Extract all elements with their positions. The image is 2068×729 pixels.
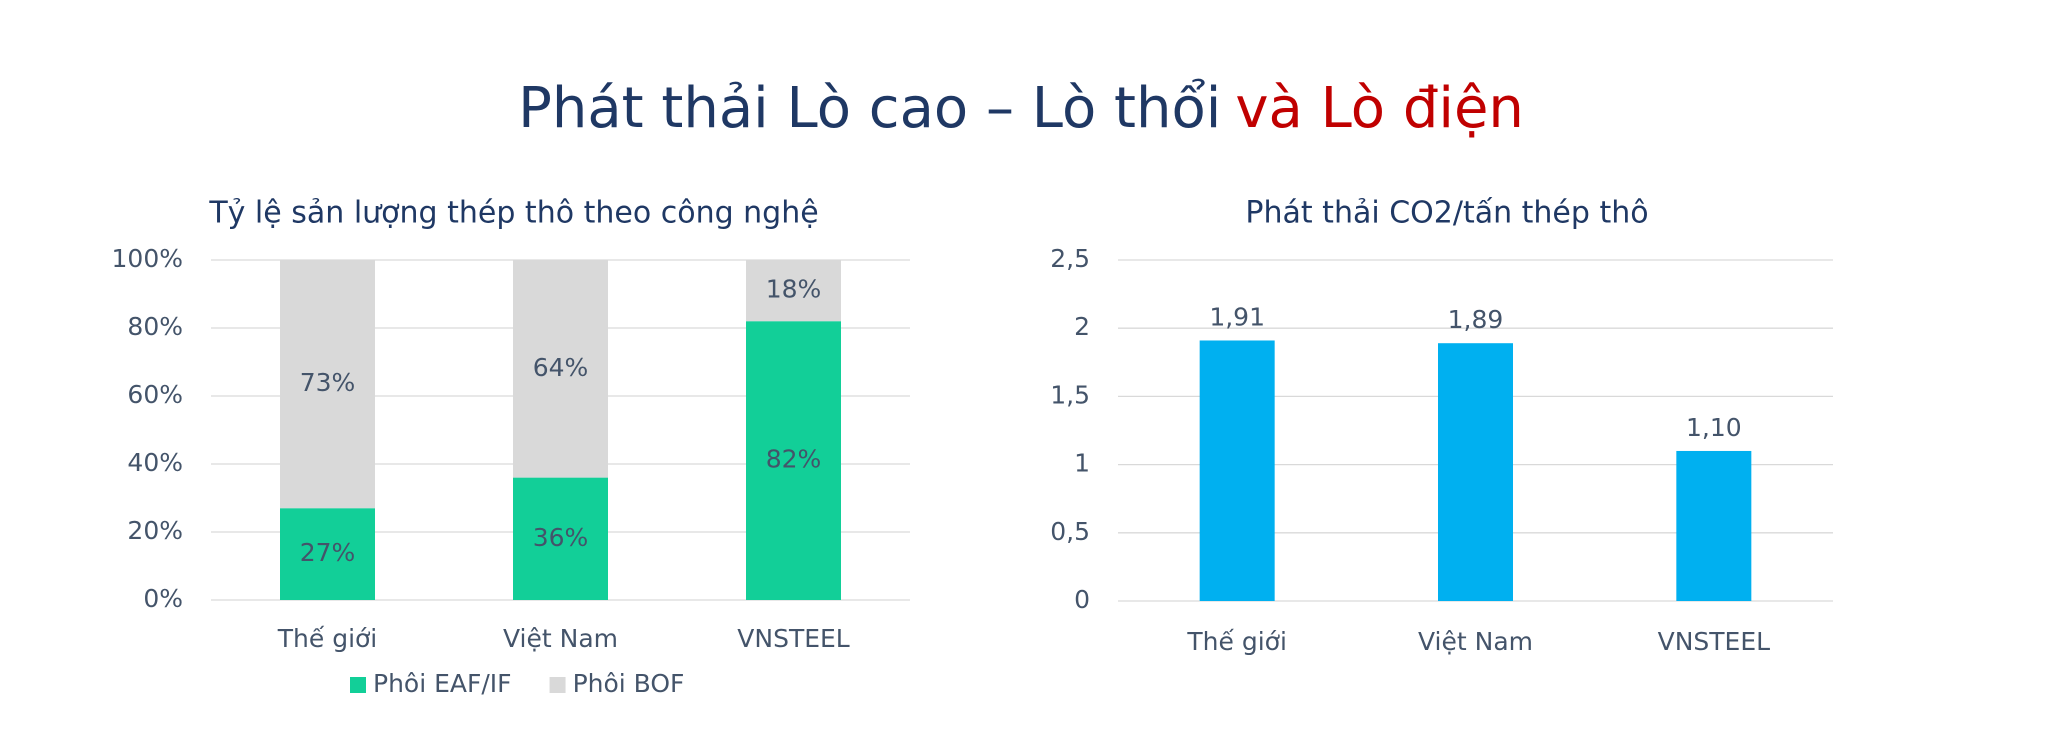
bar [1199,340,1275,601]
data-label: 64% [533,353,589,382]
title-main: Phát thải Lò cao – Lò thổi [518,76,1221,141]
y-tick-label: 2 [1074,312,1090,341]
y-tick-label: 0 [1074,585,1090,614]
y-tick-label: 1,5 [1050,380,1090,409]
bar-segment [746,321,841,600]
data-label: 73% [300,368,356,397]
x-tick-label: VNSTEEL [737,624,850,653]
data-label: 36% [533,523,589,552]
y-tick-label: 40% [127,448,183,477]
data-label: 18% [766,275,822,304]
data-label: 1,10 [1686,413,1742,442]
x-tick-label: Thế giới [1186,627,1287,656]
x-tick-label: Việt Nam [1418,627,1533,656]
legend-swatch [549,677,566,693]
data-label: 1,89 [1448,305,1504,334]
bar-segment [746,260,841,322]
data-label: 27% [300,538,356,567]
legend-swatch [350,677,366,693]
y-tick-label: 2,5 [1050,244,1090,273]
y-tick-label: 20% [127,516,183,545]
legend-label: Phôi EAF/IF [373,669,512,698]
data-label: 1,91 [1209,302,1265,331]
legend-label: Phôi BOF [573,669,685,698]
y-tick-label: 80% [127,312,183,341]
x-tick-label: Thế giới [277,624,378,653]
title-highlight: và Lò điện [1235,76,1524,141]
data-label: 82% [766,445,822,474]
bar [1438,343,1513,601]
bar [1676,450,1752,601]
chart-title: Tỷ lệ sản lượng thép thô theo công nghệ [208,196,818,231]
bar-segment [280,260,375,509]
y-tick-label: 100% [112,244,183,273]
slide-title: Phát thải Lò cao – Lò thổi và Lò điện [518,76,1524,141]
y-tick-label: 60% [127,380,183,409]
chart-title: Phát thải CO2/tấn thép thô [1245,196,1648,231]
y-tick-label: 1 [1074,449,1090,478]
bar-segment [280,508,375,600]
x-tick-label: VNSTEEL [1658,627,1771,656]
bar-segment [513,477,608,600]
x-tick-label: Việt Nam [503,624,618,653]
y-tick-label: 0% [143,584,183,613]
y-tick-label: 0,5 [1050,517,1090,546]
bar-segment [513,260,608,478]
